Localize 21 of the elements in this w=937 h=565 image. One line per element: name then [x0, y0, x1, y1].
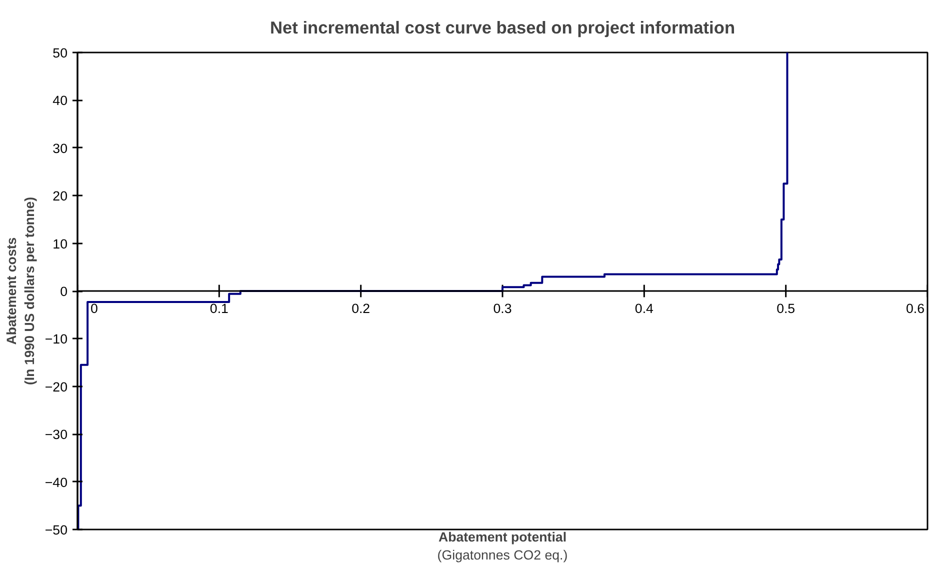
y-tick-label: −30 — [44, 427, 68, 442]
y-tick-label: 10 — [52, 236, 68, 252]
x-tick-label: 0.2 — [352, 301, 370, 316]
x-tick-label: 0.5 — [776, 301, 796, 316]
y-axis-title: Abatement costs (In 1990 US dollars per tonne) — [4, 196, 37, 386]
y-tick-label: 30 — [52, 140, 68, 156]
x-tick-label: 0.1 — [210, 301, 228, 316]
y-tick-label: −20 — [44, 379, 68, 394]
y-tick-label: −50 — [44, 522, 68, 538]
y-tick-label: 20 — [52, 188, 68, 204]
x-tick-label: 0.4 — [634, 301, 654, 316]
y-tick-label: −10 — [44, 332, 68, 347]
x-axis-title: Abatement potential (Gigatonnes CO2 eq.) — [437, 530, 568, 562]
y-tick-label: 50 — [52, 46, 68, 60]
y-tick-label: 40 — [52, 93, 68, 108]
x-tick-label: 0 — [90, 301, 98, 316]
x-tick-label: 0.3 — [493, 301, 512, 316]
chart-title: Net incremental cost curve based on project information — [270, 18, 736, 38]
y-tick-label: −40 — [44, 474, 68, 490]
y-tick-label: 0 — [60, 284, 68, 299]
x-tick-label: 0.6 — [906, 301, 925, 316]
